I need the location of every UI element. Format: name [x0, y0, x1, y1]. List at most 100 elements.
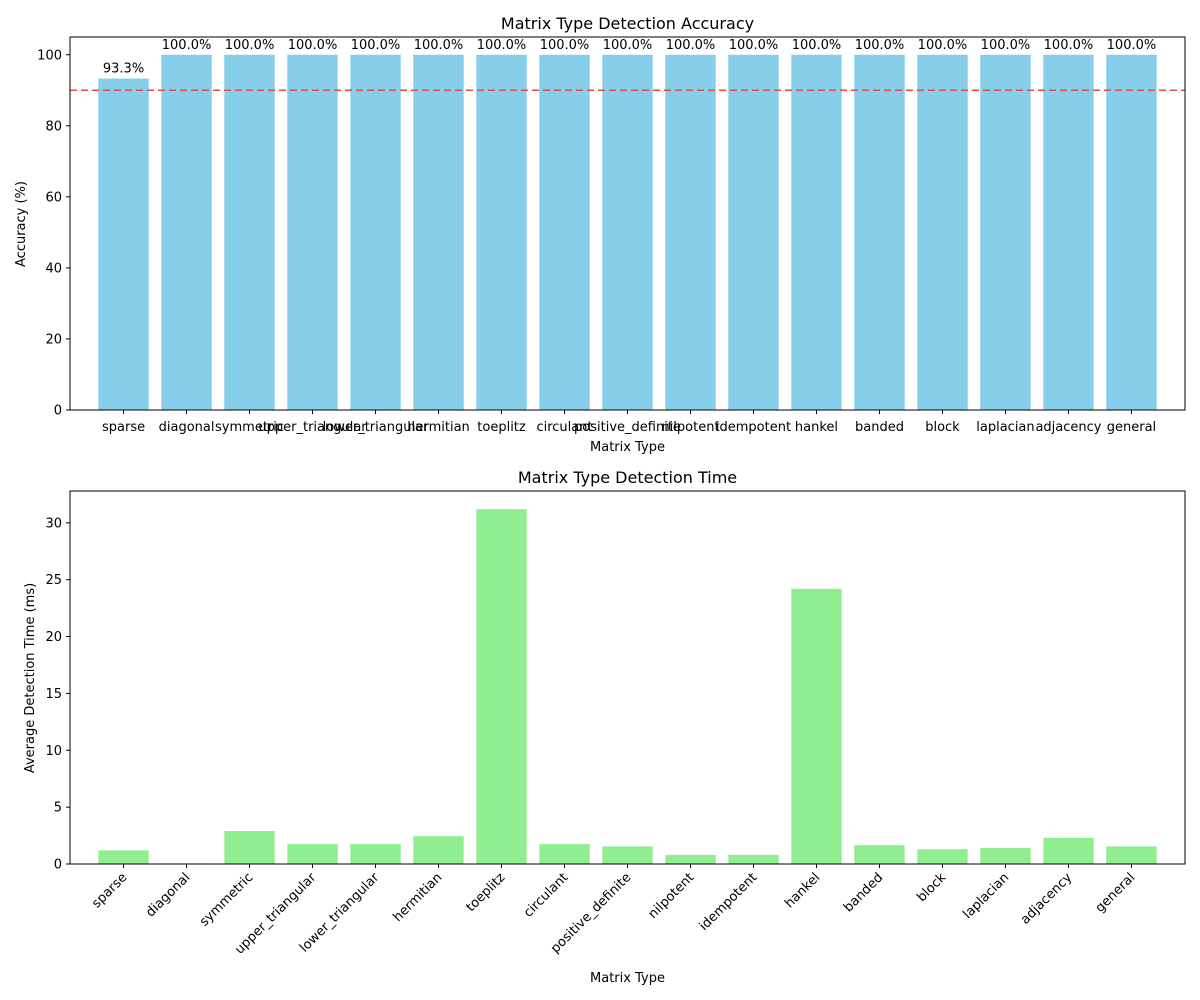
- accuracy-x-tick-label-hankel: hankel: [795, 420, 838, 435]
- accuracy-x-tick-label-laplacian: laplacian: [976, 420, 1034, 435]
- accuracy-x-axis-label: Matrix Type: [590, 440, 665, 455]
- accuracy-data-label-idempotent: 100.0%: [729, 38, 779, 53]
- time-y-tick-label-20: 20: [45, 630, 62, 645]
- time-bar-block: [917, 849, 968, 864]
- accuracy-axes-frame: [69, 36, 1186, 411]
- accuracy-y-tick-label-40: 40: [45, 261, 62, 276]
- accuracy-bar-positive_definite: [602, 54, 653, 411]
- time-bar-idempotent: [728, 854, 779, 864]
- accuracy-data-label-block: 100.0%: [918, 38, 968, 53]
- accuracy-data-label-laplacian: 100.0%: [981, 38, 1031, 53]
- accuracy-bar-adjacency: [1043, 54, 1094, 411]
- time-x-tick-label-idempotent: idempotent: [697, 870, 761, 934]
- time-bar-hermitian: [413, 836, 464, 864]
- time-x-tick-label-hermitian: hermitian: [391, 870, 446, 925]
- time-y-tick-label-15: 15: [45, 687, 62, 702]
- accuracy-bar-lower_triangular: [350, 54, 401, 411]
- accuracy-bar-hankel: [791, 54, 842, 411]
- time-axes-frame: [69, 490, 1186, 865]
- accuracy-data-label-symmetric: 100.0%: [225, 38, 275, 53]
- time-x-tick-label-sparse: sparse: [89, 870, 130, 911]
- accuracy-x-tick-label-nilpotent: nilpotent: [661, 420, 719, 435]
- time-x-tick-label-circulant: circulant: [521, 870, 571, 920]
- time-bar-symmetric: [224, 831, 275, 864]
- time-chart-title: Matrix Type Detection Time: [518, 468, 737, 487]
- accuracy-x-tick-label-symmetric: symmetric: [215, 420, 284, 435]
- accuracy-x-tick-label-block: block: [925, 420, 960, 435]
- time-bar-upper_triangular: [287, 844, 338, 864]
- accuracy-data-label-adjacency: 100.0%: [1044, 38, 1094, 53]
- accuracy-bar-diagonal: [161, 54, 212, 411]
- time-y-tick-label-10: 10: [45, 744, 62, 759]
- accuracy-bar-general: [1106, 54, 1157, 411]
- time-x-tick-label-banded: banded: [841, 870, 886, 915]
- accuracy-bar-nilpotent: [665, 54, 716, 411]
- time-x-tick-label-block: block: [914, 870, 949, 905]
- accuracy-bar-circulant: [539, 54, 590, 411]
- accuracy-bar-block: [917, 54, 968, 411]
- time-y-tick-label-5: 5: [54, 801, 62, 816]
- accuracy-bar-banded: [854, 54, 905, 411]
- accuracy-bar-sparse: [98, 78, 149, 410]
- time-y-tick-label-30: 30: [45, 516, 62, 531]
- accuracy-x-tick-label-hermitian: hermitian: [407, 420, 470, 435]
- time-y-axis-label: Average Detection Time (ms): [23, 583, 38, 773]
- accuracy-data-label-sparse: 93.3%: [103, 62, 144, 77]
- accuracy-bar-idempotent: [728, 54, 779, 411]
- accuracy-data-label-toeplitz: 100.0%: [477, 38, 527, 53]
- accuracy-y-tick-label-100: 100: [37, 48, 62, 63]
- accuracy-x-tick-label-sparse: sparse: [102, 420, 145, 435]
- accuracy-data-label-banded: 100.0%: [855, 38, 905, 53]
- accuracy-data-label-circulant: 100.0%: [540, 38, 590, 53]
- time-bar-general: [1106, 846, 1157, 864]
- time-y-tick-label-25: 25: [45, 573, 62, 588]
- accuracy-x-tick-label-banded: banded: [855, 420, 904, 435]
- accuracy-y-tick-label-60: 60: [45, 190, 62, 205]
- accuracy-x-tick-label-positive_definite: positive_definite: [574, 420, 681, 435]
- time-bar-laplacian: [980, 848, 1031, 864]
- accuracy-chart-title: Matrix Type Detection Accuracy: [501, 14, 754, 33]
- time-bar-positive_definite: [602, 846, 653, 864]
- accuracy-data-label-lower_triangular: 100.0%: [351, 38, 401, 53]
- accuracy-x-tick-label-diagonal: diagonal: [159, 420, 215, 435]
- accuracy-data-label-general: 100.0%: [1107, 38, 1157, 53]
- time-bar-banded: [854, 845, 905, 864]
- accuracy-x-tick-label-lower_triangular: lower_triangular: [323, 420, 429, 435]
- accuracy-bar-upper_triangular: [287, 54, 338, 411]
- accuracy-x-tick-label-idempotent: idempotent: [716, 420, 791, 435]
- accuracy-data-label-upper_triangular: 100.0%: [288, 38, 338, 53]
- accuracy-x-tick-label-circulant: circulant: [536, 420, 592, 435]
- accuracy-y-axis-label: Accuracy (%): [14, 181, 29, 267]
- time-x-tick-label-hankel: hankel: [782, 870, 823, 911]
- time-x-tick-label-toeplitz: toeplitz: [463, 870, 508, 915]
- time-bar-nilpotent: [665, 854, 716, 864]
- time-chart: Matrix Type Detection Time Matrix Type A…: [23, 468, 1186, 986]
- time-bar-circulant: [539, 844, 590, 864]
- accuracy-y-tick-label-0: 0: [54, 404, 62, 419]
- accuracy-x-tick-label-adjacency: adjacency: [1035, 420, 1101, 435]
- accuracy-y-tick-label-80: 80: [45, 119, 62, 134]
- time-bar-adjacency: [1043, 837, 1094, 864]
- time-x-tick-label-symmetric: symmetric: [197, 870, 256, 929]
- accuracy-bar-hermitian: [413, 54, 464, 411]
- time-x-tick-label-adjacency: adjacency: [1018, 870, 1076, 928]
- accuracy-chart: Matrix Type Detection Accuracy Matrix Ty…: [14, 14, 1186, 455]
- accuracy-bar-symmetric: [224, 54, 275, 411]
- time-x-axis-label: Matrix Type: [590, 971, 665, 986]
- time-bar-hankel: [791, 588, 842, 864]
- time-bar-toeplitz: [476, 509, 527, 864]
- accuracy-x-tick-label-general: general: [1107, 420, 1156, 435]
- time-y-tick-label-0: 0: [54, 858, 62, 873]
- accuracy-data-label-diagonal: 100.0%: [162, 38, 212, 53]
- time-bar-lower_triangular: [350, 844, 401, 864]
- accuracy-data-label-positive_definite: 100.0%: [603, 38, 653, 53]
- time-x-tick-label-laplacian: laplacian: [960, 870, 1012, 922]
- accuracy-data-label-hermitian: 100.0%: [414, 38, 464, 53]
- accuracy-bar-toeplitz: [476, 54, 527, 411]
- time-bar-sparse: [98, 850, 149, 864]
- accuracy-bar-laplacian: [980, 54, 1031, 411]
- accuracy-data-label-hankel: 100.0%: [792, 38, 842, 53]
- accuracy-x-tick-label-toeplitz: toeplitz: [477, 420, 526, 435]
- time-x-tick-label-general: general: [1093, 870, 1139, 916]
